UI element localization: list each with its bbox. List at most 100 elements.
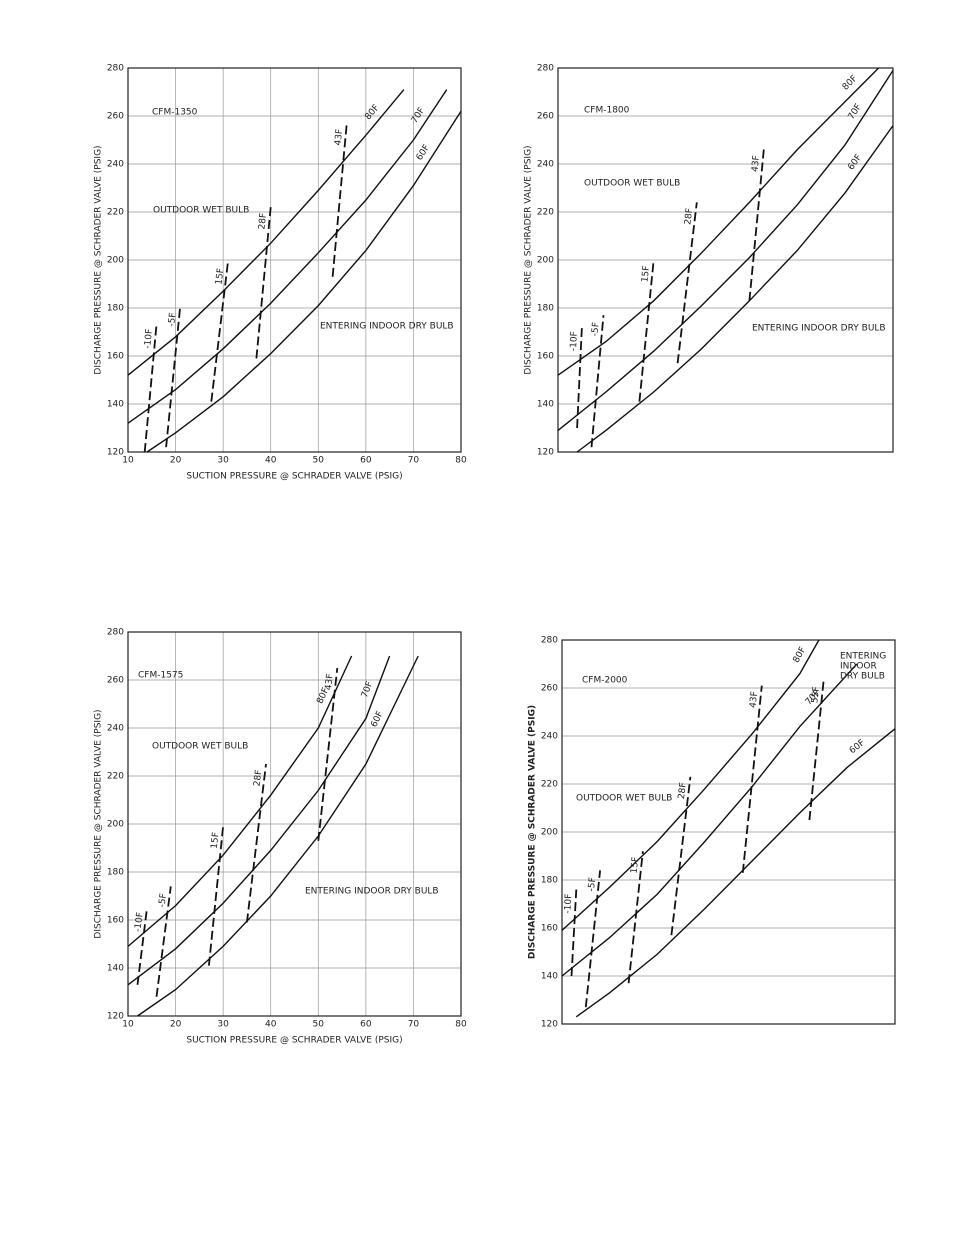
- y-tick-label: 140: [541, 972, 558, 982]
- series-label: -5F: [590, 322, 601, 337]
- curve: [137, 655, 419, 1017]
- series-label: -5F: [587, 877, 598, 892]
- annotation: CFM-2000: [582, 676, 628, 686]
- y-tick-label: 240: [537, 160, 554, 170]
- curve: [127, 89, 405, 376]
- plot-frame: [561, 639, 896, 1025]
- y-tick-label: 260: [107, 112, 124, 122]
- y-tick-label: 140: [107, 964, 124, 974]
- dashed-line: [638, 259, 655, 402]
- y-tick-label: 120: [537, 448, 554, 458]
- y-tick-label: 180: [541, 876, 558, 886]
- y-tick-label: 160: [107, 916, 124, 926]
- dashed-line: [246, 763, 267, 923]
- curve: [557, 67, 880, 376]
- x-tick-label: 50: [313, 1020, 325, 1030]
- dashed-line: [143, 324, 158, 453]
- dashed-line: [208, 826, 224, 966]
- annotation: OUTDOOR WET BULB: [152, 742, 248, 752]
- annotation: INDOOR: [840, 662, 877, 672]
- dashed-line: [584, 870, 601, 1008]
- curve: [127, 89, 448, 424]
- series-label: -10F: [143, 328, 155, 349]
- annotation: OUTDOOR WET BULB: [153, 206, 249, 216]
- annotation: DRY BULB: [840, 672, 885, 682]
- y-tick-label: 260: [537, 112, 554, 122]
- plot-frame: [557, 67, 894, 453]
- y-tick-label: 220: [537, 208, 554, 218]
- y-tick-label: 200: [541, 828, 558, 838]
- y-tick-label: 160: [541, 924, 558, 934]
- annotation: ENTERING INDOOR DRY BULB: [752, 324, 886, 334]
- series-label: 15F: [640, 265, 652, 283]
- dashed-line: [576, 327, 583, 429]
- dashed-line: [670, 776, 692, 936]
- y-tick-label: 140: [107, 400, 124, 410]
- series-label: -10F: [569, 331, 580, 351]
- x-tick-label: 30: [217, 456, 229, 466]
- dashed-line: [676, 202, 698, 364]
- series-label: 43F: [334, 128, 345, 145]
- curve: [557, 70, 894, 431]
- y-tick-label: 120: [107, 1012, 124, 1022]
- annotation: CFM-1800: [584, 106, 630, 116]
- series-label: 43F: [324, 673, 336, 691]
- y-tick-label: 120: [541, 1020, 558, 1030]
- dashed-line: [317, 667, 339, 841]
- y-tick-label: 160: [537, 352, 554, 362]
- x-tick-label: 10: [122, 1020, 134, 1030]
- x-tick-label: 40: [265, 456, 277, 466]
- x-axis-label: SUCTION PRESSURE @ SCHRADER VALVE (PSIG): [186, 1036, 402, 1046]
- series-label: 28F: [677, 782, 689, 800]
- series-label: -5F: [157, 893, 169, 908]
- y-tick-label: 140: [537, 400, 554, 410]
- y-tick-label: 220: [107, 208, 124, 218]
- curve: [561, 663, 858, 977]
- series-label: 28F: [252, 769, 264, 787]
- annotation: CFM-1575: [138, 671, 183, 681]
- x-tick-label: 70: [408, 1020, 420, 1030]
- dashed-line: [165, 305, 182, 448]
- annotation: OUTDOOR WET BULB: [576, 794, 672, 804]
- y-tick-label: 120: [107, 448, 124, 458]
- annotation: ENTERING INDOOR DRY BULB: [320, 322, 454, 332]
- series-label: 43F: [748, 691, 760, 709]
- y-tick-label: 240: [107, 160, 124, 170]
- series-label: 55F: [810, 686, 822, 704]
- y-tick-label: 180: [537, 304, 554, 314]
- y-tick-label: 260: [107, 676, 124, 686]
- curve: [576, 125, 894, 453]
- dashed-line: [590, 315, 605, 448]
- y-tick-label: 240: [541, 732, 558, 742]
- curve: [127, 655, 391, 986]
- y-tick-label: 280: [541, 636, 558, 646]
- x-tick-label: 60: [360, 456, 372, 466]
- y-tick-label: 280: [107, 64, 124, 74]
- curve: [575, 728, 896, 1018]
- dashed-line: [741, 685, 763, 873]
- series-label: 28F: [257, 212, 269, 230]
- series-label: 28F: [683, 208, 695, 226]
- y-tick-label: 280: [107, 628, 124, 638]
- x-tick-label: 80: [455, 1020, 467, 1030]
- x-tick-label: 40: [265, 1020, 277, 1030]
- x-axis-label: SUCTION PRESSURE @ SCHRADER VALVE (PSIG): [186, 472, 402, 482]
- plot-frame: [127, 631, 462, 1017]
- series-label: -10F: [563, 893, 574, 913]
- series-label: 15F: [629, 856, 641, 874]
- dashed-line: [210, 262, 229, 402]
- annotation: ENTERING INDOOR DRY BULB: [305, 887, 439, 897]
- y-tick-label: 260: [541, 684, 558, 694]
- y-axis-label: DISCHARGE PRESSURE @ SCHRADER VALVE (PSI…: [94, 709, 104, 938]
- y-axis-label: DISCHARGE PRESSURE @ SCHRADER VALVE (PSI…: [94, 145, 104, 374]
- dashed-line: [570, 889, 578, 977]
- x-tick-label: 60: [360, 1020, 372, 1030]
- annotation: ENTERING: [840, 652, 886, 662]
- x-tick-label: 20: [170, 456, 182, 466]
- x-tick-label: 50: [313, 456, 325, 466]
- series-label: 15F: [210, 832, 222, 850]
- annotation: OUTDOOR WET BULB: [584, 179, 680, 189]
- plot-frame: [127, 67, 462, 453]
